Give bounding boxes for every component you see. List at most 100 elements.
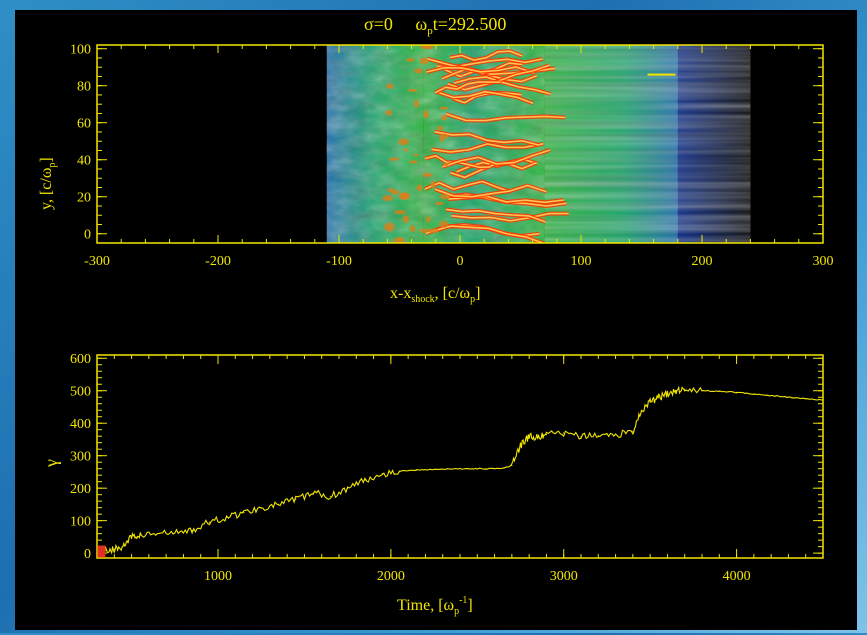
heatmap-blob bbox=[419, 57, 429, 65]
heatmap-blob bbox=[427, 228, 439, 234]
heatmap-blob bbox=[398, 138, 410, 146]
heatmap-blob bbox=[419, 228, 429, 233]
heatmap-filament-core bbox=[445, 208, 546, 223]
gamma-point bbox=[519, 445, 522, 447]
heatmap-filament-core bbox=[434, 184, 547, 198]
heatmap-blob bbox=[421, 45, 434, 50]
line-xtick-label: 1000 bbox=[204, 569, 232, 584]
heatmap-blob bbox=[439, 106, 449, 110]
gamma-point bbox=[614, 433, 617, 436]
line-ylabel: γ bbox=[41, 459, 61, 468]
heatmap-blob bbox=[403, 148, 409, 152]
gamma-point bbox=[468, 468, 470, 470]
heatmap-xtick-label: 100 bbox=[571, 254, 592, 269]
heatmap-blob bbox=[439, 133, 449, 140]
gamma-point bbox=[649, 401, 651, 403]
heatmap-texture bbox=[326, 45, 424, 243]
gamma-point bbox=[537, 437, 539, 439]
line-ytick-label: 0 bbox=[84, 547, 91, 562]
heatmap-filament-core bbox=[441, 62, 523, 80]
plot-frame: σ=0 ωpt=292.500 -300 -200 -100 0 100 200 300 0 2… bbox=[15, 10, 857, 630]
gamma-point bbox=[96, 550, 98, 553]
line-ytick-label: 100 bbox=[70, 515, 91, 530]
heatmap-filament-core bbox=[431, 143, 544, 153]
line-ticks: 1000 2000 3000 4000 0 100 200 300 400 500 600 bbox=[70, 352, 824, 584]
gamma-point bbox=[563, 432, 565, 434]
gamma-point bbox=[718, 390, 720, 392]
heatmap-blob bbox=[382, 195, 394, 202]
gamma-point bbox=[226, 516, 228, 518]
heatmap-ytick-label: 60 bbox=[77, 117, 91, 132]
gamma-point bbox=[433, 468, 435, 470]
line-xtick-label: 2000 bbox=[377, 569, 405, 584]
gamma-point bbox=[381, 472, 383, 475]
gamma-point bbox=[347, 487, 349, 489]
gamma-point bbox=[156, 533, 159, 535]
heatmap-blob bbox=[422, 172, 433, 178]
gamma-point bbox=[130, 536, 133, 538]
heatmap-xtick-label: 300 bbox=[813, 254, 834, 269]
gamma-line bbox=[96, 385, 824, 556]
heatmap-ylabel: y, [c/ωp] bbox=[38, 157, 58, 210]
gamma-point bbox=[684, 388, 686, 390]
heatmap-filament-core bbox=[424, 180, 512, 193]
gamma-point bbox=[640, 409, 643, 411]
heatmap-blob bbox=[426, 215, 431, 223]
heatmap-blob bbox=[440, 194, 451, 200]
heatmap-title: σ=0 ωpt=292.500 bbox=[364, 14, 506, 37]
gamma-point bbox=[191, 529, 193, 531]
figure-canvas: σ=0 ωpt=292.500 -300 -200 -100 0 100 200 30002… bbox=[38, 14, 834, 617]
heatmap-blob bbox=[414, 68, 423, 74]
heatmap-blob bbox=[439, 220, 449, 228]
gamma-point bbox=[735, 391, 738, 393]
heatmap-filament-core bbox=[451, 212, 569, 222]
gamma-point bbox=[528, 435, 530, 437]
gamma-point bbox=[787, 396, 790, 398]
line-ytick-label: 600 bbox=[70, 352, 91, 367]
line-ytick-label: 300 bbox=[70, 450, 91, 465]
heatmap-filament-core bbox=[442, 149, 551, 168]
gamma-point bbox=[597, 434, 599, 437]
gamma-point bbox=[485, 468, 487, 470]
line-xlabel: Time, [ωp-1] bbox=[397, 595, 473, 617]
heatmap-filament-core bbox=[437, 90, 534, 105]
heatmap-ytick-label: 20 bbox=[77, 191, 91, 206]
gamma-point bbox=[511, 464, 513, 467]
gamma-point bbox=[312, 492, 314, 494]
gamma-point bbox=[753, 393, 755, 395]
svg-text:σ=0 ωpt=292.500: σ=0 ωpt=292.500 bbox=[364, 14, 506, 37]
heatmap-texture bbox=[677, 45, 751, 243]
gamma-point bbox=[260, 507, 262, 509]
gamma-point bbox=[675, 390, 677, 392]
heatmap-xlabel: x-xshock, [c/ωp] bbox=[390, 285, 480, 305]
heatmap-blob bbox=[413, 99, 419, 108]
gamma-point bbox=[208, 521, 210, 523]
heatmap-blob bbox=[443, 162, 449, 167]
gamma-point bbox=[113, 548, 115, 550]
heatmap-blob bbox=[441, 114, 448, 121]
line-xtick-label: 4000 bbox=[723, 569, 751, 584]
heatmap-blob bbox=[407, 88, 418, 92]
gamma-point bbox=[666, 393, 669, 395]
gamma-point bbox=[701, 390, 703, 392]
gamma-point bbox=[632, 430, 634, 432]
heatmap-blob bbox=[406, 58, 415, 62]
heatmap-blob bbox=[423, 110, 429, 119]
gamma-point bbox=[243, 511, 245, 514]
line-xtick-label: 3000 bbox=[550, 569, 578, 584]
line-axes-box bbox=[96, 354, 824, 559]
heatmap-filament-core bbox=[434, 81, 501, 94]
gamma-point bbox=[450, 468, 452, 470]
heatmap-ytick-label: 100 bbox=[70, 43, 91, 58]
gamma-series bbox=[96, 385, 824, 558]
heatmap-xtick-label: 200 bbox=[692, 254, 713, 269]
heatmap-xtick-label: -200 bbox=[205, 254, 231, 269]
heatmap-ticks: -300 -200 -100 0 100 200 300 0 20 40 60 80 100 bbox=[70, 43, 834, 269]
heatmap-blob bbox=[386, 83, 394, 89]
heatmap-blob bbox=[409, 225, 416, 233]
heatmap-ytick-label: 80 bbox=[77, 80, 91, 95]
heatmap-image bbox=[326, 45, 751, 243]
heatmap-ytick-label: 40 bbox=[77, 154, 91, 169]
heatmap-filament-core bbox=[449, 50, 523, 61]
line-ytick-label: 400 bbox=[70, 417, 91, 432]
